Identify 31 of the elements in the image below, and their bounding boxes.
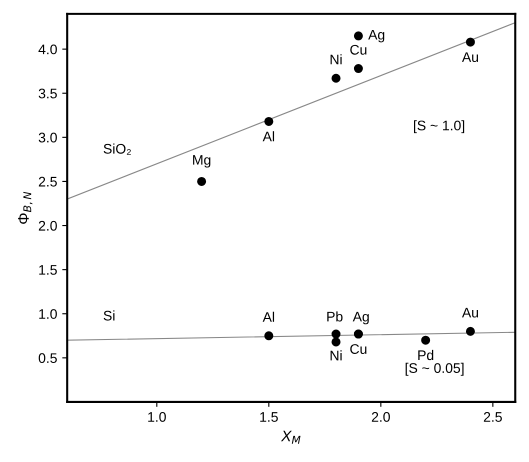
y-tick-label: 0.5: [38, 353, 57, 364]
x-tick-label: 1.0: [148, 412, 166, 422]
y-tick-label: 2.5: [38, 176, 57, 187]
x-tick-label: 2.0: [372, 412, 390, 422]
annotation: Pd: [418, 350, 434, 360]
annotation: [S ~ 1.0]: [414, 120, 464, 134]
x-tick-label: 2.5: [484, 412, 502, 422]
y-axis-title: Φ$_{B,N}$: [18, 192, 32, 224]
annotation: Al: [262, 312, 274, 322]
y-tick-label: 4.0: [38, 44, 57, 54]
annotation: Cu: [350, 344, 366, 354]
annotation: Mg: [193, 155, 210, 168]
series-label: SiO₂: [104, 144, 131, 155]
x-tick-label: 1.5: [260, 412, 278, 422]
y-tick-label: 1.5: [39, 265, 57, 275]
y-tick-label: 1.0: [39, 309, 57, 319]
y-tick-label: 2.0: [38, 220, 57, 231]
y-tick-label: 3.5: [38, 88, 57, 98]
y-tick-label: 3.0: [38, 132, 57, 143]
series-label: Si: [104, 310, 114, 321]
annotation: Ag: [352, 312, 369, 324]
annotation: [S ~ 0.05]: [406, 362, 464, 376]
annotation: Al: [262, 131, 274, 142]
annotation: Ni: [330, 350, 342, 360]
annotation: Cu: [350, 44, 366, 55]
annotation: Ag: [368, 30, 384, 42]
annotation: Au: [462, 308, 478, 318]
x-axis-title: X$_{M}$: [280, 430, 300, 444]
annotation: Au: [462, 52, 478, 62]
annotation: Pb: [327, 311, 343, 322]
annotation: Ni: [330, 54, 342, 64]
